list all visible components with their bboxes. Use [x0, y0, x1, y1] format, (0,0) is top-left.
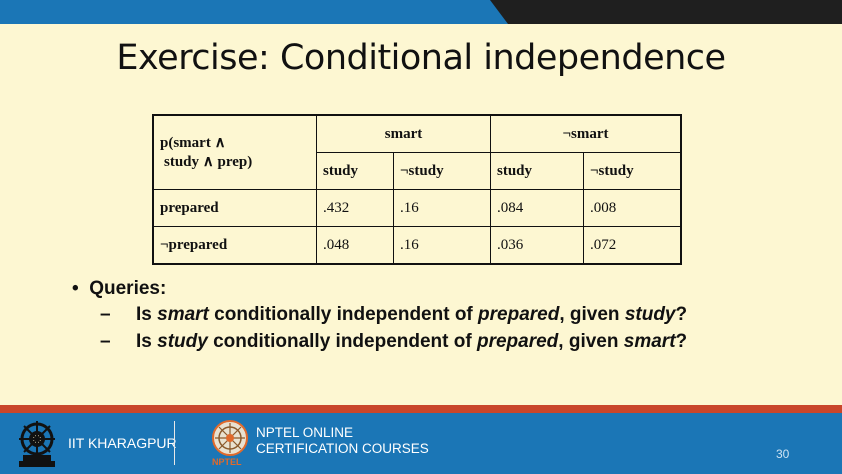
slide-title: Exercise: Conditional independence	[116, 38, 726, 78]
table-subheader-row: study ¬study study ¬study	[153, 152, 682, 190]
table-cell: .16	[393, 226, 491, 265]
top-bar-dark-segment	[490, 0, 842, 24]
table-corner-cell: p(smart ∧ study ∧ prep)	[152, 114, 317, 190]
nptel-logo-icon	[212, 420, 248, 456]
subheader-cell: study	[316, 152, 394, 190]
footer-bar: IIT KHARAGPUR NPTEL NPTEL ONLINE CERTIFI…	[0, 413, 842, 474]
table-cell: .036	[490, 226, 584, 265]
course-title: NPTEL ONLINE CERTIFICATION COURSES	[256, 425, 429, 457]
variable-name: smart	[623, 331, 676, 352]
variable-name: prepared	[476, 331, 559, 352]
corner-line-2: study ∧ prep)	[164, 153, 253, 170]
nptel-wordmark: NPTEL	[212, 457, 242, 467]
corner-line-1: p(smart ∧	[160, 134, 226, 151]
table-cell: .084	[490, 189, 584, 227]
table-cell: .008	[583, 189, 682, 227]
table-row: prepared .432 .16 .084 .008	[152, 189, 682, 227]
table-cell: .072	[583, 226, 682, 265]
footer-accent-line	[0, 405, 842, 413]
subheader-cell: ¬study	[583, 152, 682, 190]
iit-kharagpur-logo-icon	[19, 421, 55, 467]
table-cell: .048	[316, 226, 394, 265]
page-number: 30	[776, 447, 790, 461]
group-header-not-smart: ¬smart	[490, 114, 682, 153]
sub-bullet-item: – Is smart conditionally independent of p…	[100, 304, 688, 325]
bullet-item: • Queries:	[72, 278, 687, 304]
course-line-2: CERTIFICATION COURSES	[256, 441, 429, 456]
variable-name: study	[157, 331, 208, 352]
table-row: ¬prepared .048 .16 .036 .072	[152, 226, 682, 265]
variable-name: smart	[157, 304, 209, 325]
institute-name: IIT KHARAGPUR	[68, 435, 177, 451]
probability-table: p(smart ∧ study ∧ prep) smart ¬smart stu…	[152, 114, 682, 265]
table-cell: .432	[316, 189, 394, 227]
dash-marker: –	[100, 331, 111, 352]
group-header-smart: smart	[316, 114, 491, 153]
bullet-list: • Queries: – Is smart conditionally indep…	[72, 278, 687, 358]
sub-bullet-item: – Is study conditionally independent of p…	[100, 331, 688, 352]
row-label: prepared	[152, 189, 317, 227]
table-header-row: p(smart ∧ study ∧ prep) smart ¬smart	[152, 114, 682, 190]
subheader-cell: ¬study	[393, 152, 491, 190]
subheader-cell: study	[490, 152, 584, 190]
bullet-heading: Queries:	[89, 278, 167, 299]
bullet-dot: •	[72, 278, 79, 299]
row-label: ¬prepared	[152, 226, 317, 265]
dash-marker: –	[100, 304, 111, 325]
variable-name: study	[624, 304, 676, 325]
footer-divider	[174, 421, 175, 465]
course-line-1: NPTEL ONLINE	[256, 425, 354, 440]
variable-name: prepared	[478, 304, 560, 325]
table-cell: .16	[393, 189, 491, 227]
